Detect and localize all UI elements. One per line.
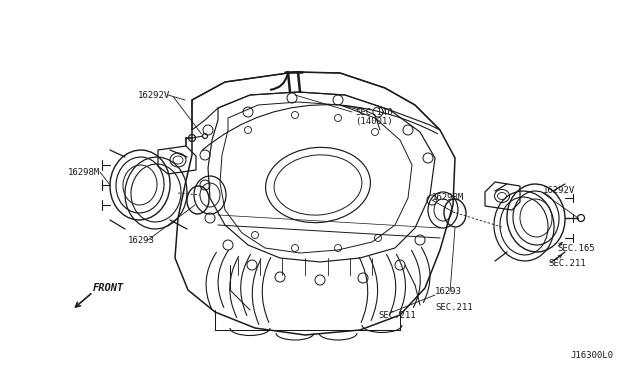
Text: SEC.140: SEC.140 <box>355 108 392 116</box>
Text: (14001): (14001) <box>355 116 392 125</box>
Text: 16293: 16293 <box>435 288 462 296</box>
Text: FRONT: FRONT <box>93 283 124 293</box>
Text: SEC.211: SEC.211 <box>548 260 586 269</box>
Text: 16292V: 16292V <box>138 90 170 99</box>
Text: 16298M: 16298M <box>432 192 464 202</box>
Text: SEC.211: SEC.211 <box>378 311 415 321</box>
Text: 16298M: 16298M <box>68 167 100 176</box>
Text: 16293: 16293 <box>128 235 155 244</box>
Text: SEC.211: SEC.211 <box>435 302 472 311</box>
Text: J16300L0: J16300L0 <box>570 352 613 360</box>
Text: 16292V: 16292V <box>543 186 575 195</box>
Text: SEC.165: SEC.165 <box>557 244 595 253</box>
